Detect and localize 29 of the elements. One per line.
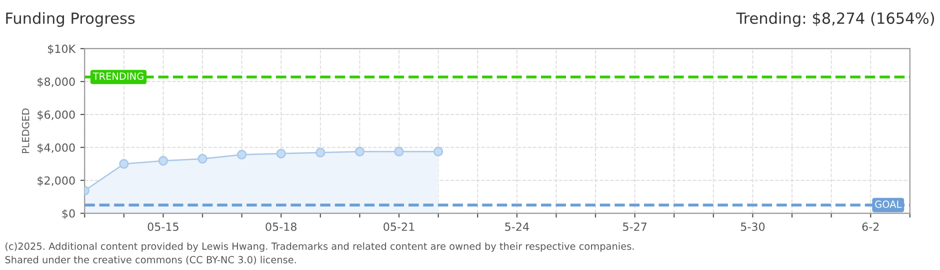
text: (c)2025. Additional content provided by Lewis Hwang. Trademarks and related content are owned by their respective companies. <box>6 242 634 252</box>
y-tick-label: $8,000 <box>38 77 75 88</box>
y-tick-label: $0 <box>62 209 75 220</box>
point <box>276 148 286 158</box>
x-tick-label: 6-2 <box>862 222 879 231</box>
x-tick-label: 05-18 <box>266 222 296 231</box>
point <box>354 146 365 156</box>
ref-line-label: GOAL <box>875 200 902 208</box>
point <box>198 154 208 164</box>
y-axis-title: PLEDGED <box>22 108 30 154</box>
y-tick-label: $2,000 <box>38 176 75 186</box>
chart-title: Funding Progress <box>6 12 135 27</box>
point <box>236 150 247 160</box>
x-tick-label: 5-24 <box>505 222 529 231</box>
x-tick-label: 05-21 <box>384 222 414 231</box>
y-tick-label: $10K <box>48 44 76 54</box>
y-tick-label: $6,000 <box>38 110 75 120</box>
ref-line-label: TRENDING <box>92 72 144 80</box>
y-tick-label: $4,000 <box>38 143 75 154</box>
text: Trending: $8,274 (1654%) <box>736 12 934 27</box>
point <box>433 146 444 156</box>
x-tick-label: 05-15 <box>148 222 178 231</box>
x-tick-label: 5-30 <box>740 222 765 231</box>
text: Shared under the creative commons (CC BY-NC 3.0) license. <box>5 256 296 265</box>
point <box>119 159 129 169</box>
x-tick-label: 5-27 <box>623 222 646 231</box>
point <box>394 146 404 156</box>
point <box>316 148 326 158</box>
point <box>158 156 168 166</box>
